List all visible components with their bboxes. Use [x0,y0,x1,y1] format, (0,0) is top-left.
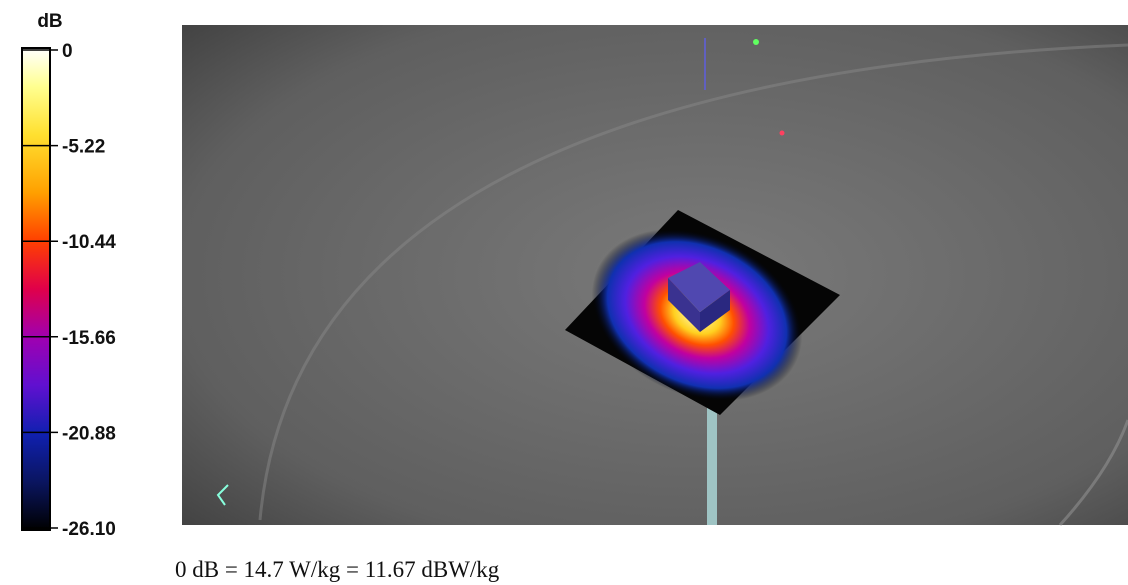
colorbar-tick-label: -15.66 [62,328,116,349]
axis-marker [779,130,785,136]
colorbar-unit: dB [37,11,62,32]
probe-stand [707,400,717,525]
axis-marker [753,39,759,45]
colorbar-tick-label: -20.88 [62,423,116,444]
orientation-icon [216,484,229,506]
cube-top [668,262,730,312]
phantom-edge [258,43,1128,521]
cube-side [700,290,730,332]
colorbar [21,47,51,531]
colorbar-tick-label: 0 [62,41,73,62]
colorbar-tick-label: -26.10 [62,519,116,540]
caption: 0 dB = 14.7 W/kg = 11.67 dBW/kg [175,557,500,582]
cube-side [668,278,700,332]
phantom-edge [1058,419,1128,527]
colorbar-tick-label: -10.44 [62,232,116,253]
colorbar-tick-label: -5.22 [62,137,105,158]
colorbar-ticks: 0 -5.22 -10.44 -15.66 -20.88 -26.10 [22,41,116,540]
